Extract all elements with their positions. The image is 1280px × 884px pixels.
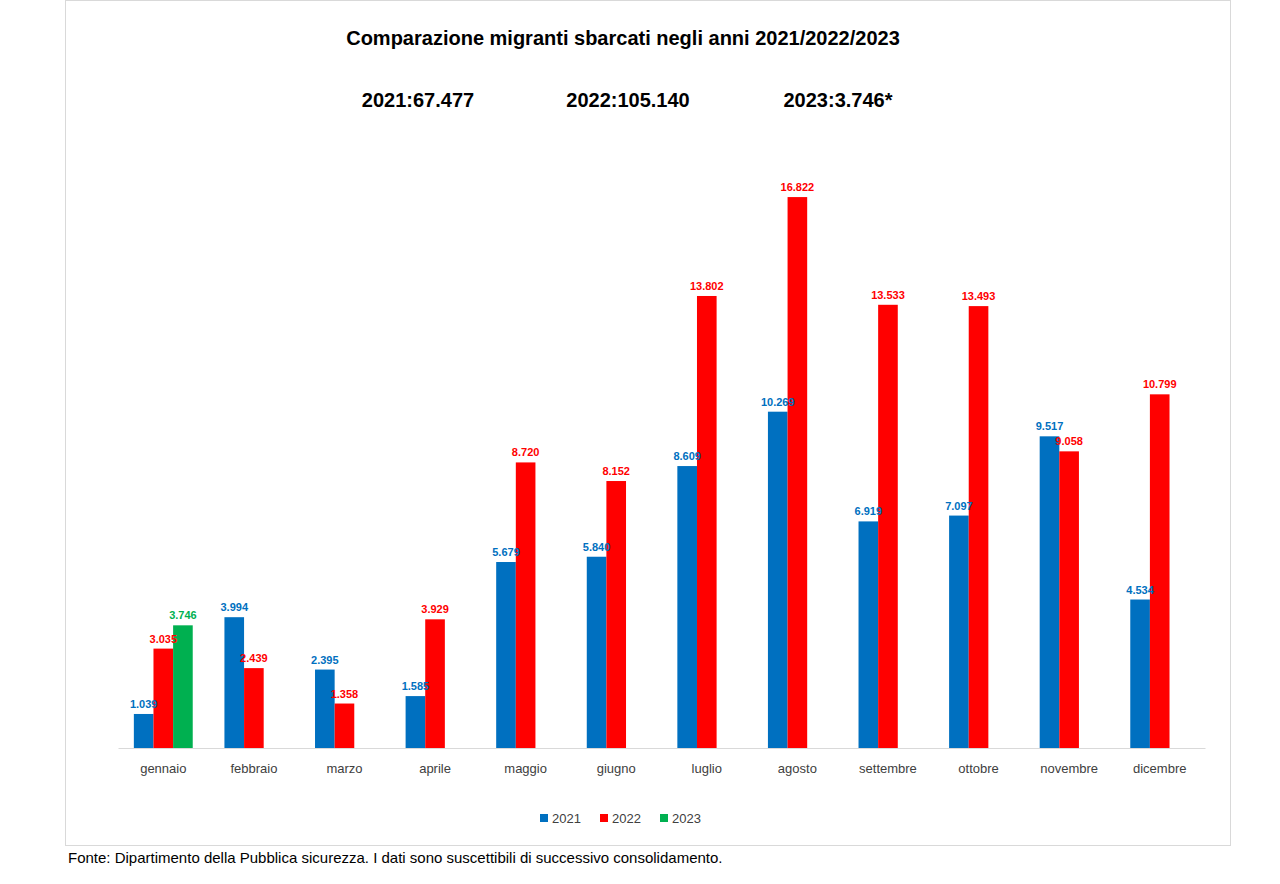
- bar: [677, 466, 697, 748]
- data-label: 16.822: [781, 181, 815, 193]
- x-axis: gennaio febbraio marzo aprile maggio giugno lu…: [119, 749, 1206, 777]
- data-labels: 1.039 3.994 2.395 1.585 5.679 5.840 8.609 10.26…: [130, 181, 1177, 710]
- data-label: 8.609: [673, 450, 701, 462]
- x-tick-label: aprile: [419, 761, 451, 776]
- bar: [878, 305, 898, 748]
- data-label: 8.720: [512, 446, 540, 458]
- data-label: 6.919: [855, 505, 883, 517]
- x-tick: dicembre: [1133, 761, 1186, 776]
- x-tick-label: giugno: [597, 761, 636, 776]
- chart-frame: [66, 1, 1231, 846]
- bar: [1059, 451, 1079, 748]
- x-tick: maggio: [504, 761, 547, 776]
- x-tick-label: marzo: [326, 761, 362, 776]
- legend-swatch: [600, 814, 608, 822]
- x-tick: luglio: [692, 761, 722, 776]
- data-label: 13.493: [962, 290, 996, 302]
- legend-label: 2021: [552, 811, 581, 826]
- bar: [859, 521, 879, 748]
- x-tick-label: dicembre: [1133, 761, 1186, 776]
- bar: [788, 197, 808, 748]
- data-label: 1.039: [130, 698, 158, 710]
- bar: [315, 670, 335, 748]
- x-tick-label: maggio: [504, 761, 547, 776]
- bar: [768, 412, 788, 748]
- bar: [969, 306, 989, 748]
- title: Comparazione migranti sbarcati negli ann…: [346, 27, 900, 49]
- data-label: 5.840: [583, 541, 611, 553]
- x-tick-label: ottobre: [958, 761, 998, 776]
- x-tick: agosto: [778, 761, 817, 776]
- data-label: 13.533: [871, 289, 905, 301]
- data-label: 1.358: [331, 688, 359, 700]
- data-label: 5.679: [492, 546, 520, 558]
- legend-label: 2023: [672, 811, 701, 826]
- x-axis-line: [119, 748, 1206, 749]
- data-label: 9.058: [1055, 435, 1083, 447]
- annotation: 2021:67.477: [362, 89, 474, 111]
- x-tick: novembre: [1040, 761, 1098, 776]
- x-tick: settembre: [859, 761, 917, 776]
- data-label: 10.799: [1143, 378, 1177, 390]
- x-tick-label: gennaio: [140, 761, 186, 776]
- x-tick-label: novembre: [1040, 761, 1098, 776]
- x-tick-label: agosto: [778, 761, 817, 776]
- x-tick: aprile: [419, 761, 451, 776]
- bar: [406, 696, 426, 748]
- bar: [516, 462, 536, 748]
- data-label: 9.517: [1036, 420, 1064, 432]
- bar: [1130, 600, 1150, 748]
- bar: [587, 557, 607, 748]
- data-label: 10.269: [761, 396, 795, 408]
- legend-label: 2022: [612, 811, 641, 826]
- data-label: 2.439: [240, 652, 268, 664]
- bar: [1040, 436, 1060, 748]
- bar: [496, 562, 516, 748]
- bar: [697, 296, 717, 748]
- bar: [134, 714, 154, 748]
- data-label: 3.994: [220, 601, 248, 613]
- bars: [134, 197, 1170, 748]
- data-label: 7.097: [945, 500, 973, 512]
- bar: [1150, 394, 1170, 748]
- x-tick-label: settembre: [859, 761, 917, 776]
- bar: [224, 617, 244, 748]
- data-label: 4.534: [1126, 584, 1154, 596]
- chart: Comparazione migranti sbarcati negli ann…: [0, 0, 1280, 884]
- legend-swatch: [660, 814, 668, 822]
- data-label: 3.035: [150, 633, 178, 645]
- bar: [244, 668, 264, 748]
- data-label: 3.929: [421, 603, 449, 615]
- bar: [335, 704, 355, 748]
- data-label: 3.746: [169, 609, 197, 621]
- annotation: 2023:3.746*: [784, 89, 893, 111]
- legend-swatch: [540, 814, 548, 822]
- x-tick-label: febbraio: [230, 761, 277, 776]
- bar: [949, 516, 969, 748]
- data-label: 13.802: [690, 280, 724, 292]
- x-tick: giugno: [597, 761, 636, 776]
- source-note: Fonte: Dipartimento della Pubblica sicur…: [68, 849, 723, 866]
- data-label: 8.152: [602, 465, 630, 477]
- x-tick: ottobre: [958, 761, 998, 776]
- x-tick: febbraio: [230, 761, 277, 776]
- x-tick: gennaio: [140, 761, 186, 776]
- data-label: 2.395: [311, 654, 339, 666]
- x-tick: marzo: [326, 761, 362, 776]
- data-label: 1.585: [402, 680, 430, 692]
- annotation: 2022:105.140: [566, 89, 689, 111]
- legend: 2021 2022 2023: [540, 811, 701, 826]
- x-tick-label: luglio: [692, 761, 722, 776]
- bar: [606, 481, 626, 748]
